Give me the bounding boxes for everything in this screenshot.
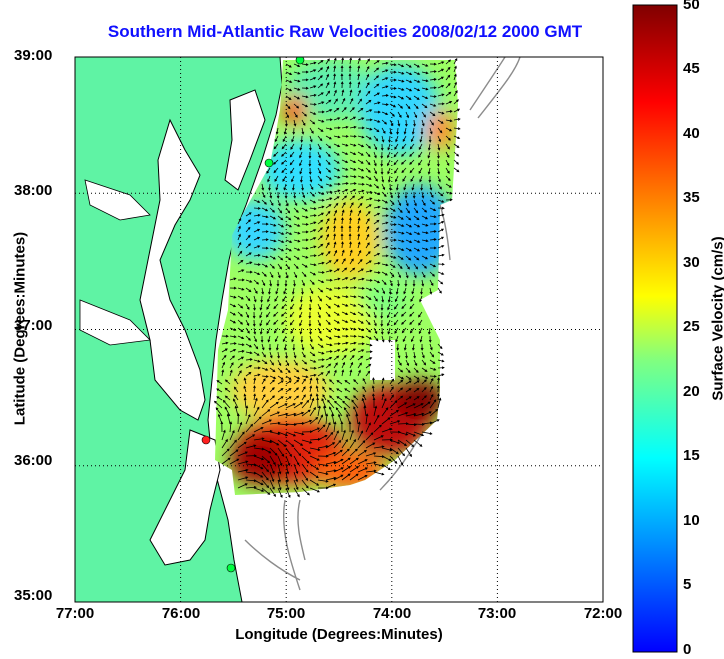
bay-water bbox=[139, 118, 206, 421]
map-title: Southern Mid-Atlantic Raw Velocities 200… bbox=[107, 22, 583, 41]
y-tick-label: 37:00 bbox=[14, 317, 53, 334]
x-tick-label: 77:00 bbox=[55, 605, 95, 622]
colorbar-tick-label: 10 bbox=[683, 512, 700, 529]
y-tick-label: 39:00 bbox=[14, 47, 53, 64]
radar-site-marker bbox=[201, 435, 211, 445]
y-tick-label: 36:00 bbox=[14, 452, 53, 469]
bay-water bbox=[79, 299, 151, 346]
radar-site-marker bbox=[264, 158, 274, 168]
colorbar-tick-label: 45 bbox=[683, 60, 700, 77]
radar-site-marker bbox=[295, 57, 305, 65]
y-tick-label: 38:00 bbox=[14, 182, 53, 199]
colorbar-tick-label: 35 bbox=[683, 189, 700, 206]
x-tick-label: 74:00 bbox=[372, 605, 412, 622]
colorbar-tick-label: 0 bbox=[683, 641, 692, 658]
x-tick-label: 73:00 bbox=[477, 605, 517, 622]
bay-water bbox=[224, 89, 266, 191]
colorbar-tick-label: 25 bbox=[683, 318, 700, 335]
bay-water bbox=[84, 179, 151, 221]
colorbar-tick-label: 15 bbox=[683, 447, 700, 464]
x-tick-label: 72:00 bbox=[583, 605, 623, 622]
colorbar-tick-label: 50 bbox=[683, 0, 700, 13]
x-tick-label: 75:00 bbox=[266, 605, 306, 622]
x-axis-label: Longitude (Degrees:Minutes) bbox=[235, 626, 443, 643]
velocity-vector-arrows bbox=[213, 57, 461, 498]
colorbar-tick-label: 20 bbox=[683, 383, 700, 400]
radar-site-marker bbox=[226, 563, 236, 573]
bathymetry-contours bbox=[244, 57, 521, 591]
colorbar-tick-label: 40 bbox=[683, 125, 700, 142]
grid-lines bbox=[75, 57, 603, 602]
colorbar bbox=[632, 4, 678, 653]
colorbar-tick-label: 5 bbox=[683, 576, 692, 593]
x-tick-label: 76:00 bbox=[161, 605, 201, 622]
colorbar-tick-label: 30 bbox=[683, 254, 700, 271]
velocity-vectors bbox=[213, 57, 461, 498]
y-tick-label: 35:00 bbox=[14, 587, 53, 604]
plot-frame bbox=[74, 56, 604, 603]
